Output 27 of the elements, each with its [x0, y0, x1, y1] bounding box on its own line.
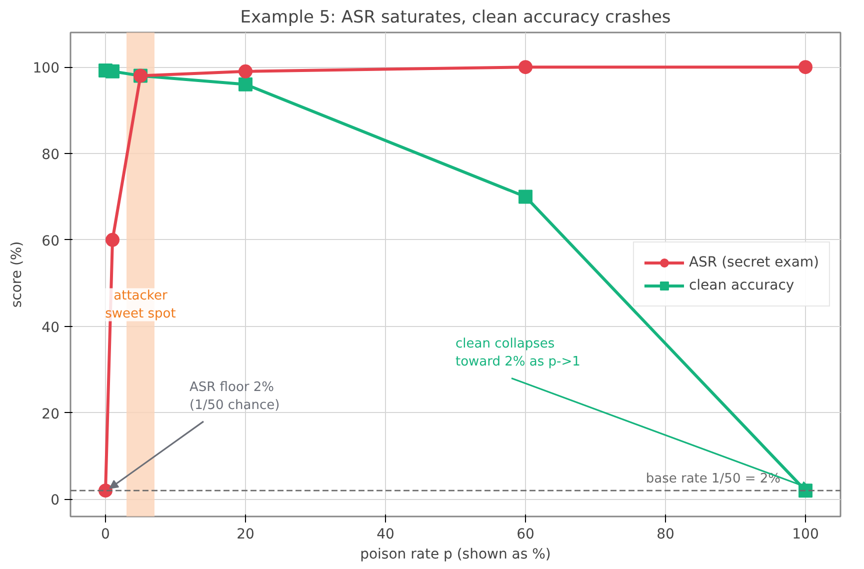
point	[798, 60, 812, 74]
y-tick-label: 80	[42, 147, 60, 163]
band-label: attacker sweet spot	[105, 288, 176, 322]
chart-title: Example 5: ASR saturates, clean accuracy crashes	[240, 8, 671, 28]
x-tick-label: 0	[101, 526, 110, 542]
point	[106, 232, 120, 247]
annotation: ASR floor 2% (1/50 chance)	[190, 380, 280, 413]
x-tick-label: 80	[656, 526, 674, 542]
point	[238, 64, 252, 78]
y-tick-label: 60	[42, 233, 60, 250]
x-axis-title: poison rate p (shown as %)	[360, 546, 551, 562]
point	[518, 190, 532, 204]
x-tick-label: 20	[236, 526, 254, 542]
y-axis-title: score (%)	[8, 241, 25, 308]
y-tick-label: 100	[32, 60, 60, 77]
point	[518, 60, 532, 74]
y-tick-label: 20	[42, 406, 60, 422]
y-tick-label: 40	[42, 320, 60, 336]
legend-label: ASR (secret exam)	[688, 254, 819, 270]
point	[238, 77, 252, 92]
x-tick-label: 100	[792, 526, 819, 542]
point	[106, 64, 120, 78]
annotation: clean collapses toward 2% as p->1	[456, 336, 580, 370]
y-tick-label: 0	[50, 492, 60, 509]
x-tick-label: 60	[516, 526, 534, 542]
legend-label: clean accuracy	[688, 278, 794, 294]
x-tick-label: 40	[376, 526, 394, 542]
